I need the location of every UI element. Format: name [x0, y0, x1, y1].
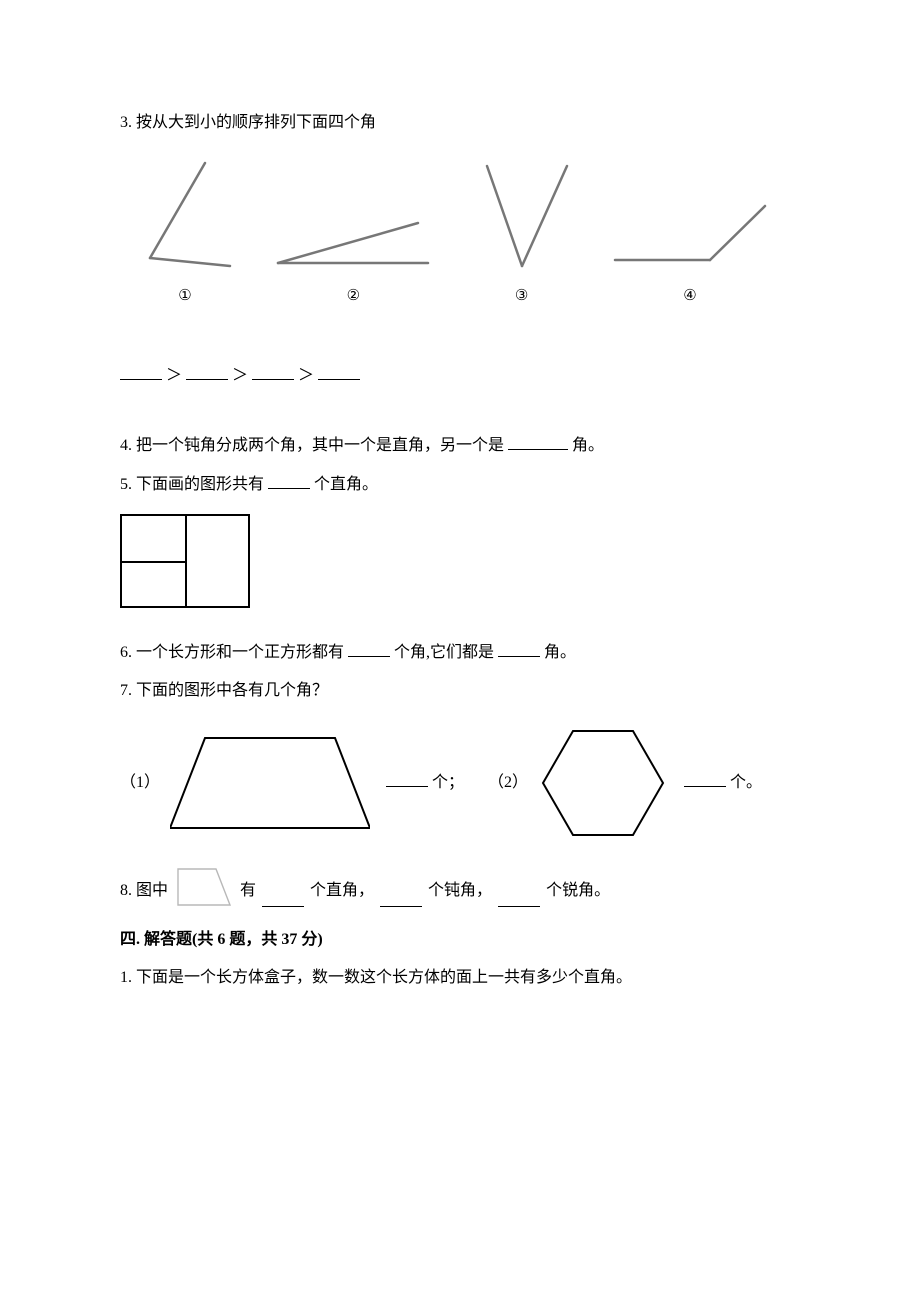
q5-figure — [120, 514, 250, 608]
q5-vline — [185, 516, 187, 606]
q3-sep-1: ＞ — [166, 367, 182, 384]
q7-row: （1） 个； （2） 个。 — [120, 723, 800, 843]
angle-4-label: ④ — [683, 282, 696, 311]
q7-item2-caption: 个。 — [684, 768, 762, 798]
q8-mid1: 有 — [240, 876, 256, 906]
q7-prompt: 7. 下面的图形中各有几个角？ — [120, 676, 800, 706]
q7-item1-caption: 个； — [386, 768, 464, 798]
q7-item2-pre: （2） — [488, 768, 528, 798]
q3-angle-1: ① — [130, 158, 240, 311]
q8-line: 8. 图中 有 个直角， 个钝角， 个锐角。 — [120, 867, 800, 907]
q8-trapezoid-icon — [176, 867, 232, 907]
q3-sep-3: ＞ — [298, 367, 314, 384]
q7-trapezoid — [170, 728, 370, 838]
q3-angle-2: ② — [273, 208, 433, 311]
q3-sep-2: ＞ — [232, 367, 248, 384]
q3-prompt: 3. 按从大到小的顺序排列下面四个角 — [120, 108, 800, 138]
angle-4-svg — [610, 198, 770, 268]
q8-blank-1[interactable] — [262, 890, 304, 907]
q3-blank-3[interactable] — [252, 363, 294, 380]
q5-blank[interactable] — [268, 472, 310, 489]
q6-blank-1[interactable] — [348, 640, 390, 657]
q3-blank-1[interactable] — [120, 363, 162, 380]
q4-suffix: 角。 — [572, 437, 604, 454]
q6-p2: 个角,它们都是 — [394, 644, 494, 661]
angle-1-svg — [130, 158, 240, 268]
q6-line: 6. 一个长方形和一个正方形都有 个角,它们都是 角。 — [120, 638, 800, 668]
angle-3-svg — [467, 158, 577, 268]
q3-angle-4: ④ — [610, 198, 770, 311]
q7-blank-2[interactable] — [684, 770, 726, 787]
q7-item1-post: 个； — [432, 774, 464, 791]
angle-1-label: ① — [178, 282, 191, 311]
worksheet-page: 3. 按从大到小的顺序排列下面四个角 ① ② ③ — [0, 0, 920, 1302]
q6-p1: 6. 一个长方形和一个正方形都有 — [120, 644, 344, 661]
q3-angle-3: ③ — [467, 158, 577, 311]
q8-pre: 8. 图中 — [120, 876, 168, 906]
angle-3-label: ③ — [515, 282, 528, 311]
q5-hline — [122, 561, 185, 563]
q4-blank[interactable] — [508, 433, 568, 450]
q6-blank-2[interactable] — [498, 640, 540, 657]
q8-mid4: 个锐角。 — [546, 876, 610, 906]
q8-blank-3[interactable] — [498, 890, 540, 907]
q8-mid3: 个钝角， — [428, 876, 492, 906]
q5-line: 5. 下面画的图形共有 个直角。 — [120, 470, 800, 500]
q8-blank-2[interactable] — [380, 890, 422, 907]
q7-item2-post: 个。 — [730, 774, 762, 791]
q5-suffix: 个直角。 — [314, 476, 378, 493]
q7-blank-1[interactable] — [386, 770, 428, 787]
q4-prefix: 4. 把一个钝角分成两个角，其中一个是直角，另一个是 — [120, 437, 504, 454]
sec4-q1: 1. 下面是一个长方体盒子，数一数这个长方体的面上一共有多少个直角。 — [120, 963, 800, 993]
angle-2-svg — [273, 208, 433, 268]
section4-title: 四. 解答题(共 6 题，共 37 分) — [120, 925, 800, 955]
q7-hexagon — [538, 723, 668, 843]
q5-prefix: 5. 下面画的图形共有 — [120, 476, 264, 493]
q3-blank-4[interactable] — [318, 363, 360, 380]
q3-angle-row: ① ② ③ ④ — [120, 158, 800, 311]
q6-p3: 角。 — [544, 644, 576, 661]
q3-inequality: ＞ ＞ ＞ — [120, 361, 800, 391]
q7-item1-pre: （1） — [120, 768, 160, 798]
angle-2-label: ② — [347, 282, 360, 311]
q8-mid2: 个直角， — [310, 876, 374, 906]
q3-blank-2[interactable] — [186, 363, 228, 380]
q4-line: 4. 把一个钝角分成两个角，其中一个是直角，另一个是 角。 — [120, 431, 800, 461]
